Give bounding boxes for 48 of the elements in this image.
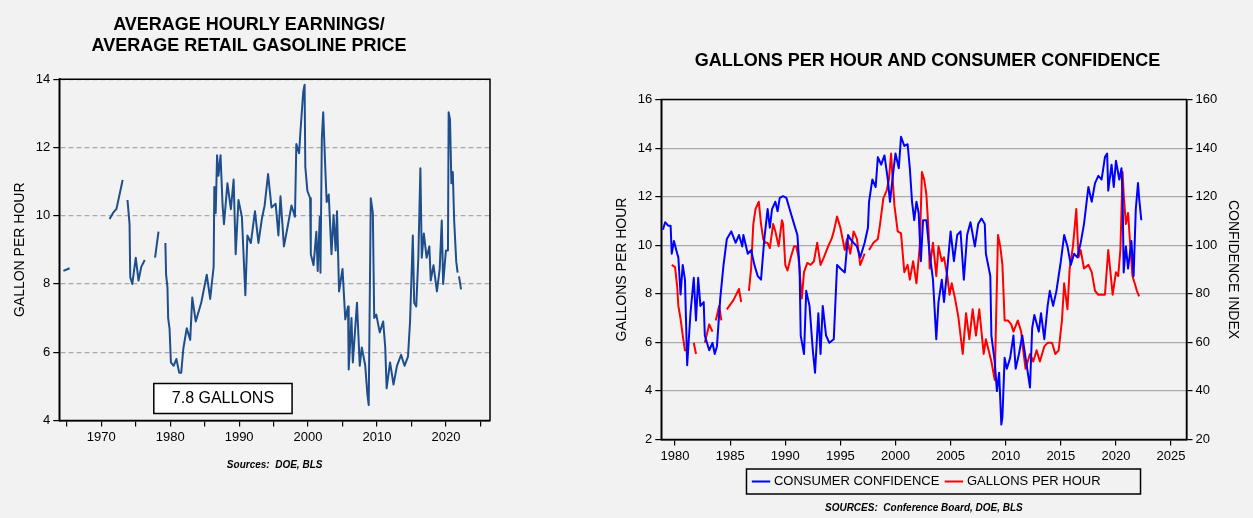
y2-axis-title: CONFIDENCE INDEX: [1225, 199, 1242, 340]
x-tick-label: 2020: [1101, 447, 1131, 463]
source-note: Sources: DOE, BLS: [226, 459, 323, 471]
x-tick-label: 1990: [770, 447, 800, 463]
chart-title: GALLONS PER HOUR AND CONSUMER CONFIDENCE: [694, 49, 1161, 70]
legend-label: GALLONS PER HOUR: [966, 473, 1101, 489]
y2-tick-label: 100: [1195, 236, 1218, 252]
x-tick-label: 2025: [1156, 447, 1186, 463]
chart-title: AVERAGE HOURLY EARNINGS/ AVERAGE RETAIL GASOLINE PRICE: [91, 13, 407, 56]
annotation: 7.8 GALLONS: [171, 388, 275, 406]
legend-label: CONSUMER CONFIDENCE: [773, 473, 940, 489]
x-tick-label: 1980: [660, 447, 690, 463]
x-tick-label: 2020: [431, 428, 461, 444]
y2-tick-label: 40: [1195, 382, 1210, 398]
y2-tick-label: 20: [1195, 430, 1210, 446]
y-tick-label: 12: [637, 188, 653, 204]
source-note: SOURCES: Conference Board, DOE, BLS: [824, 501, 1024, 513]
x-tick-label: 1990: [224, 428, 254, 444]
y-tick-label: 14: [637, 139, 653, 155]
y-tick-label: 6: [43, 343, 51, 359]
x-tick-label: 2005: [936, 447, 966, 463]
x-tick-label: 1970: [86, 428, 116, 444]
y-tick-label: 2: [645, 430, 653, 446]
y-tick-label: 4: [43, 411, 51, 427]
x-tick-label: 2010: [362, 428, 392, 444]
y2-tick-label: 160: [1195, 91, 1218, 107]
x-tick-label: 2010: [991, 447, 1021, 463]
x-tick-label: 1985: [715, 447, 745, 463]
y2-tick-label: 60: [1195, 333, 1210, 349]
y-tick-label: 8: [645, 285, 653, 301]
y-tick-label: 4: [645, 382, 653, 398]
y2-tick-label: 80: [1195, 285, 1210, 301]
x-tick-label: 2000: [293, 428, 323, 444]
y-tick-label: 8: [43, 275, 51, 291]
y-tick-label: 14: [35, 70, 51, 86]
x-tick-label: 2000: [881, 447, 910, 463]
y-tick-label: 10: [35, 207, 51, 223]
y-axis-title: GALLONS PER HOUR: [613, 197, 630, 342]
y-tick-label: 16: [637, 91, 653, 107]
y-axis-title: GALLON PER HOUR: [11, 182, 28, 318]
x-tick-label: 2015: [1046, 447, 1076, 463]
y-tick-label: 6: [645, 333, 653, 349]
y-tick-label: 10: [637, 236, 653, 252]
y-tick-label: 12: [35, 139, 51, 155]
x-tick-label: 1980: [155, 428, 185, 444]
y2-tick-label: 140: [1195, 139, 1218, 155]
x-tick-label: 1995: [825, 447, 855, 463]
y2-tick-label: 120: [1195, 188, 1218, 204]
